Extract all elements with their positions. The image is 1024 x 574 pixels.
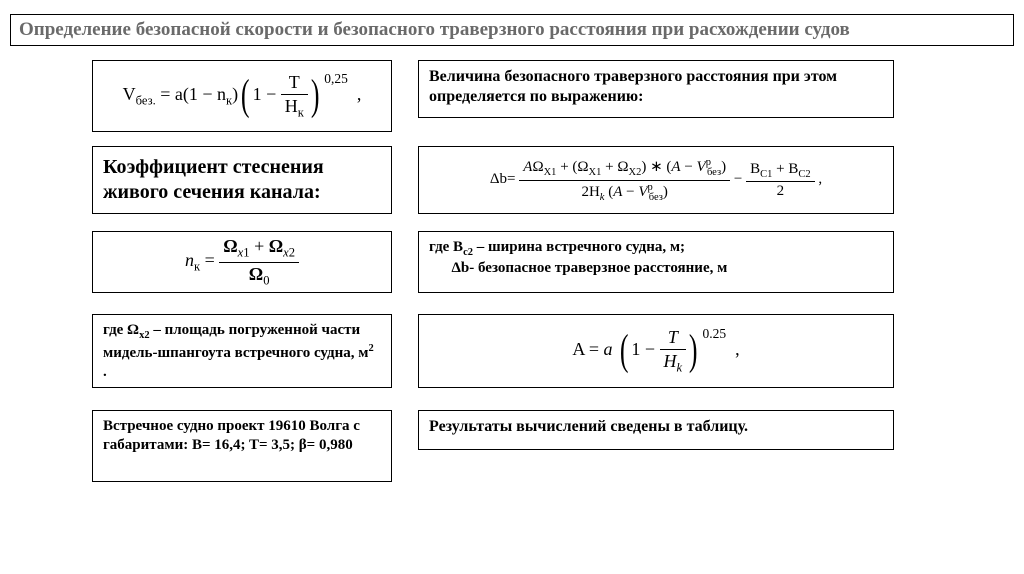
note-text: где Ωx2 – площадь погруженной части миде… bbox=[103, 322, 374, 380]
note-text: Результаты вычислений сведены в таблицу. bbox=[429, 418, 748, 435]
note-project: Встречное судно проект 19610 Волга с габ… bbox=[92, 410, 392, 482]
note-omega: где Ωx2 – площадь погруженной части миде… bbox=[92, 314, 392, 388]
formula-content: Vбез. = a(1 − nк)(1 − THк)0,25 , bbox=[123, 71, 362, 121]
formula-content: nк = Ωx1 + Ωx2Ω0 bbox=[185, 235, 299, 289]
formula-nk: nк = Ωx1 + Ωx2Ω0 bbox=[92, 231, 392, 293]
title-text: Определение безопасной скорости и безопа… bbox=[19, 19, 850, 40]
note-text: Встречное судно проект 19610 Волга с габ… bbox=[103, 418, 360, 453]
formula-delta-b: Δb= AΩX1 + (ΩX1 + ΩX2) ∗ (A − Vpбез)2Hk … bbox=[418, 146, 894, 214]
formula-content: A = a (1 − THk)0.25 , bbox=[572, 326, 739, 376]
formula-v-bez: Vбез. = a(1 − nк)(1 − THк)0,25 , bbox=[92, 60, 392, 132]
label-text: Коэффициент стеснения живого сечения кан… bbox=[103, 156, 324, 203]
formula-a: A = a (1 − THk)0.25 , bbox=[418, 314, 894, 388]
formula-content: Δb= AΩX1 + (ΩX1 + ΩX2) ∗ (A − Vpбез)2Hk … bbox=[490, 156, 822, 203]
label-text: Величина безопасного траверзного расстоя… bbox=[429, 68, 837, 105]
page-title: Определение безопасной скорости и безопа… bbox=[10, 14, 1014, 46]
note-results: Результаты вычислений сведены в таблицу. bbox=[418, 410, 894, 450]
note-text: где Bc2 – ширина встречного судна, м; Δb… bbox=[429, 239, 727, 276]
label-coefficient: Коэффициент стеснения живого сечения кан… bbox=[92, 146, 392, 214]
note-bc2: где Bc2 – ширина встречного судна, м; Δb… bbox=[418, 231, 894, 293]
label-traverse-distance: Величина безопасного траверзного расстоя… bbox=[418, 60, 894, 118]
